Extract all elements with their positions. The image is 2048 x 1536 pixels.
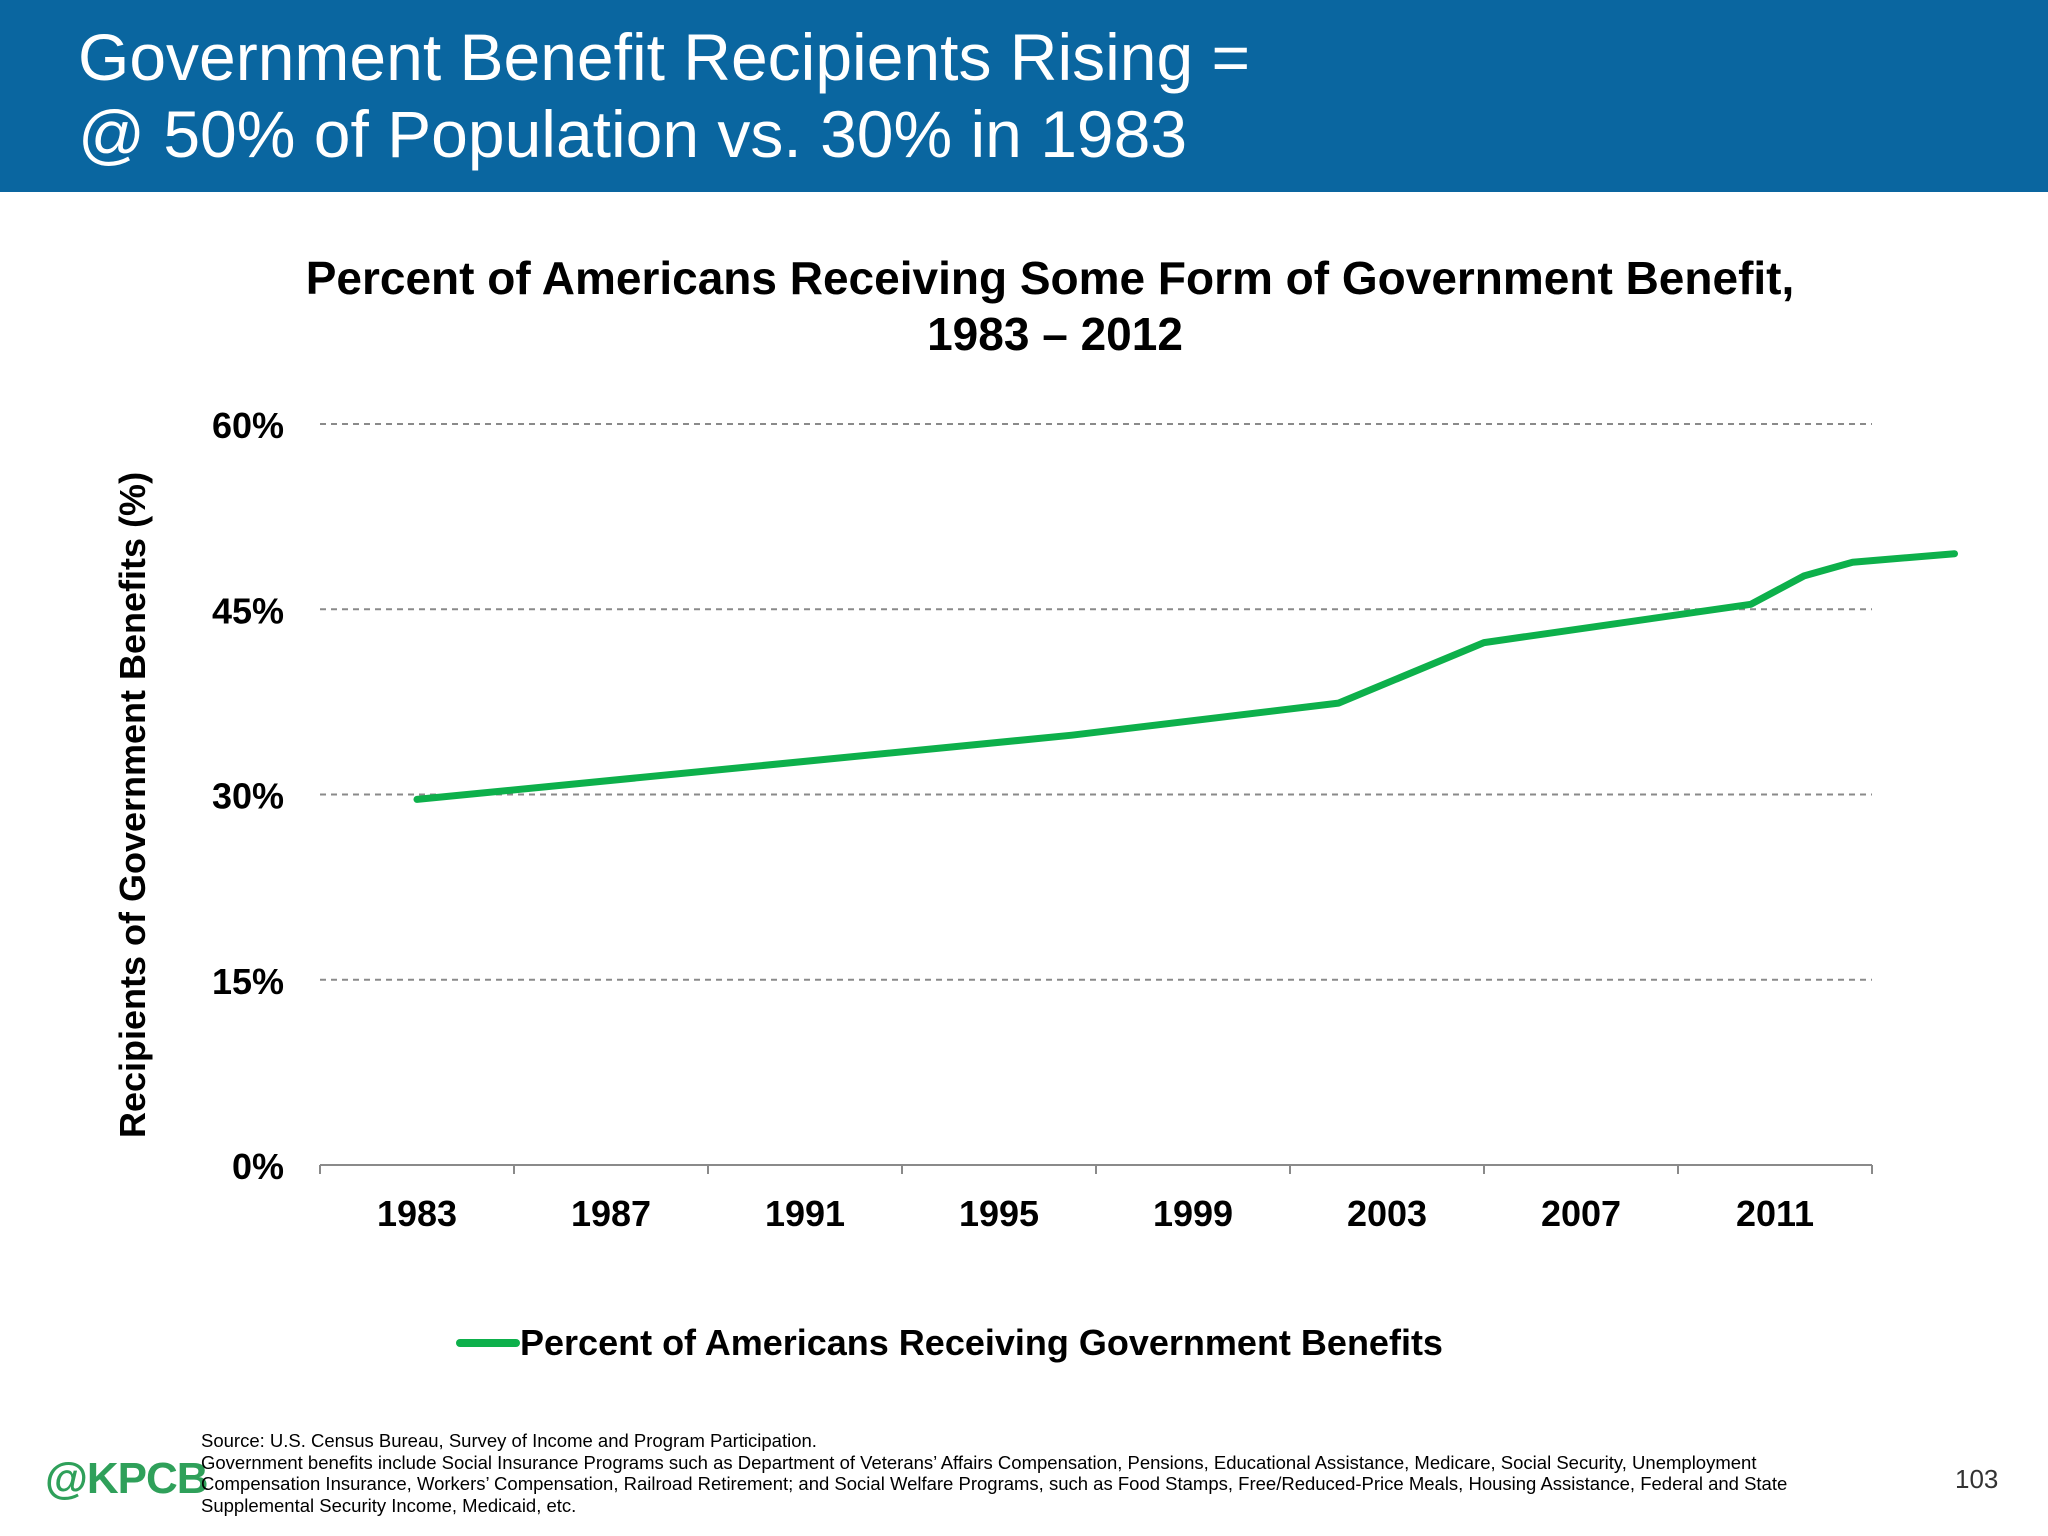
y-tick-label: 30% [212,776,284,817]
chart-title-line2: 1983 – 2012 [927,308,1183,360]
source-footnote: Source: U.S. Census Bureau, Survey of In… [201,1430,1921,1516]
footnote-line: Supplemental Security Income, Medicaid, … [201,1494,577,1516]
footnote-line: Compensation Insurance, Workers’ Compens… [201,1473,1788,1494]
chart-title-line1: Percent of Americans Receiving Some Form… [306,252,1795,304]
y-tick-label: 60% [212,405,284,446]
x-tick-labels: 1983 1987 1991 1995 1999 2003 2007 2011 [377,1193,1814,1234]
x-axis [319,1164,1873,1174]
y-tick-label: 15% [212,961,284,1002]
kpcb-logo: @KPCB [45,1454,209,1503]
gridlines [320,423,1872,981]
title-banner: Government Benefit Recipients Rising = @… [0,0,2048,192]
series-line [413,550,1958,803]
x-tick-label: 2003 [1347,1193,1427,1234]
x-tick-label: 2007 [1541,1193,1621,1234]
legend-label: Percent of Americans Receiving Governmen… [520,1322,1443,1363]
series-lines [413,550,1958,803]
footnote-line: Government benefits include Social Insur… [201,1451,1757,1473]
x-tick-label: 1983 [377,1193,457,1234]
slide-title-line2: @ 50% of Population vs. 30% in 1983 [78,97,1188,171]
footnote-line: Source: U.S. Census Bureau, Survey of In… [201,1430,817,1451]
legend: Percent of Americans Receiving Governmen… [456,1322,1443,1363]
y-tick-labels: 0% 15% 30% 45% 60% [212,405,284,1187]
x-tick-label: 1987 [571,1193,651,1234]
y-axis-label: Recipients of Government Benefits (%) [112,472,153,1138]
page-number: 103 [1955,1464,1999,1494]
x-tick-label: 1991 [765,1193,845,1234]
y-tick-label: 0% [232,1146,284,1187]
line-chart: Percent of Americans Receiving Some Form… [112,252,1958,1363]
x-tick-label: 1999 [1153,1193,1233,1234]
x-tick-label: 2011 [1736,1193,1814,1234]
y-tick-label: 45% [212,590,284,631]
x-tick-label: 1995 [959,1193,1039,1234]
slide-title-line1: Government Benefit Recipients Rising = [78,20,1251,94]
